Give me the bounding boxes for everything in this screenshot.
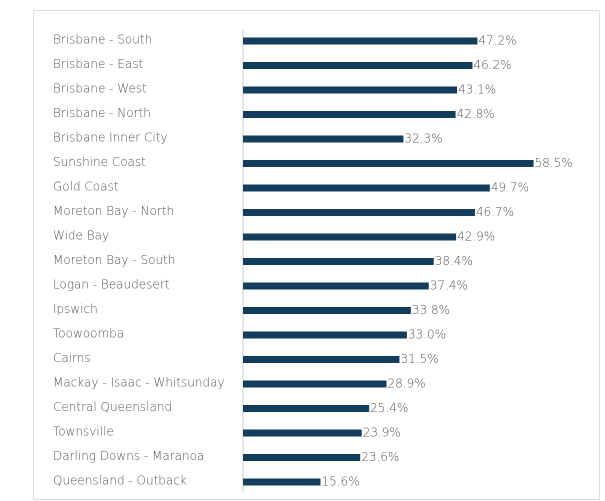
value-label: 31.5% xyxy=(400,352,438,366)
value-label: 47.2% xyxy=(478,34,516,48)
category-label: Logan - Beaudesert xyxy=(53,278,170,292)
category-label: Queensland - Outback xyxy=(53,474,187,488)
category-label: Brisbane - East xyxy=(53,57,143,71)
bar xyxy=(243,380,387,388)
bar xyxy=(243,356,400,363)
bar xyxy=(243,429,362,437)
value-label: 15.6% xyxy=(321,475,359,489)
category-label: Brisbane - South xyxy=(53,33,152,47)
bar xyxy=(243,331,407,339)
value-label: 23.9% xyxy=(363,426,401,440)
value-label: 46.7% xyxy=(476,205,514,219)
value-label: 46.2% xyxy=(473,58,511,72)
bar xyxy=(243,233,457,241)
value-label: 43.1% xyxy=(458,83,496,97)
value-label: 42.9% xyxy=(457,230,495,244)
value-label: 28.9% xyxy=(388,377,426,391)
value-label: 33.8% xyxy=(412,303,450,317)
value-label: 42.8% xyxy=(457,107,495,121)
bar xyxy=(243,135,404,143)
value-label: 38.4% xyxy=(435,254,473,268)
value-label: 37.4% xyxy=(430,279,468,293)
category-label: Sunshine Coast xyxy=(53,155,146,169)
value-label: 23.6% xyxy=(361,450,399,464)
category-label: Brisbane Inner City xyxy=(53,131,168,145)
category-label: Townsville xyxy=(53,425,114,439)
bar xyxy=(243,111,456,118)
category-label: Central Queensland xyxy=(53,400,172,414)
bar xyxy=(243,86,458,94)
frame xyxy=(33,10,600,500)
category-label: Toowoomba xyxy=(53,327,124,341)
category-label: Brisbane - West xyxy=(53,82,147,96)
category-label: Cairns xyxy=(53,351,91,365)
category-label: Mackay - Isaac - Whitsunday xyxy=(53,376,225,390)
category-label: Ipswich xyxy=(53,302,98,316)
category-label: Gold Coast xyxy=(53,180,119,194)
bar xyxy=(243,405,370,412)
bar xyxy=(243,478,321,486)
bar xyxy=(243,209,475,216)
category-label: Moreton Bay - North xyxy=(53,204,174,218)
value-label: 49.7% xyxy=(491,181,529,195)
category-label: Brisbane - North xyxy=(53,106,151,120)
value-label: 25.4% xyxy=(370,401,408,415)
value-label: 33.0% xyxy=(408,328,446,342)
value-label: 32.3% xyxy=(404,132,442,146)
category-label: Wide Bay xyxy=(53,229,109,243)
bar xyxy=(243,258,434,265)
bar xyxy=(243,454,361,461)
bar xyxy=(243,184,490,192)
category-label: Moreton Bay - South xyxy=(53,253,175,267)
bar xyxy=(243,37,478,45)
bar xyxy=(243,62,473,69)
bar xyxy=(243,160,534,167)
value-label: 58.5% xyxy=(535,156,573,170)
category-label: Darling Downs - Maranoa xyxy=(53,449,204,463)
bar xyxy=(243,307,411,314)
bar xyxy=(243,282,429,290)
